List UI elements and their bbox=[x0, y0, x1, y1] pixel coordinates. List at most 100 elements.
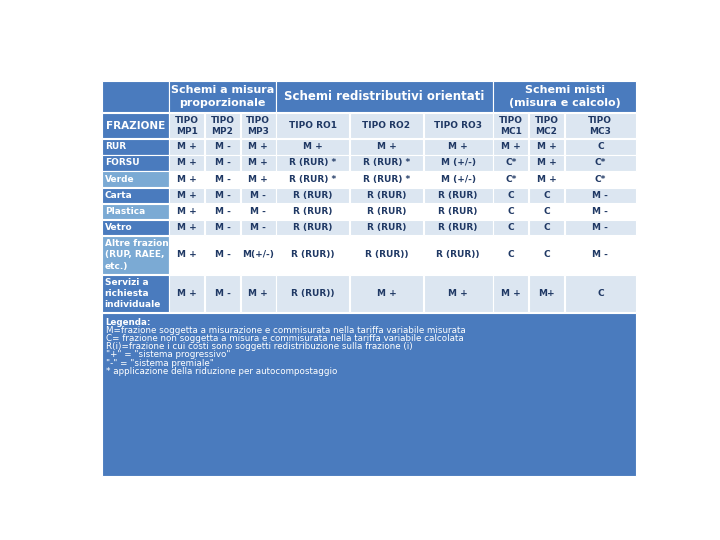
FancyBboxPatch shape bbox=[423, 204, 492, 219]
FancyBboxPatch shape bbox=[240, 113, 276, 138]
Text: M -: M - bbox=[251, 207, 266, 216]
FancyBboxPatch shape bbox=[529, 139, 564, 154]
FancyBboxPatch shape bbox=[423, 220, 492, 235]
Text: C*: C* bbox=[505, 174, 516, 184]
FancyBboxPatch shape bbox=[276, 113, 349, 138]
Text: R (RUR) *: R (RUR) * bbox=[289, 158, 336, 167]
Text: C*: C* bbox=[505, 158, 516, 167]
FancyBboxPatch shape bbox=[240, 171, 276, 187]
FancyBboxPatch shape bbox=[350, 204, 423, 219]
Text: M -: M - bbox=[593, 191, 608, 200]
FancyBboxPatch shape bbox=[240, 187, 276, 203]
FancyBboxPatch shape bbox=[423, 236, 492, 274]
Text: FORSU: FORSU bbox=[104, 158, 140, 167]
Text: C: C bbox=[543, 207, 550, 216]
Text: Plastica: Plastica bbox=[104, 207, 145, 216]
FancyBboxPatch shape bbox=[276, 220, 349, 235]
FancyBboxPatch shape bbox=[276, 171, 349, 187]
Text: M -: M - bbox=[215, 223, 230, 232]
FancyBboxPatch shape bbox=[493, 113, 528, 138]
Text: TIPO RO1: TIPO RO1 bbox=[289, 121, 337, 130]
FancyBboxPatch shape bbox=[423, 113, 492, 138]
FancyBboxPatch shape bbox=[169, 204, 204, 219]
FancyBboxPatch shape bbox=[276, 275, 349, 312]
FancyBboxPatch shape bbox=[529, 236, 564, 274]
Text: C: C bbox=[543, 223, 550, 232]
Text: Servizi a
richiesta
individuale: Servizi a richiesta individuale bbox=[104, 278, 161, 309]
Text: M +: M + bbox=[177, 158, 197, 167]
Text: M -: M - bbox=[215, 158, 230, 167]
Text: C*: C* bbox=[595, 174, 606, 184]
FancyBboxPatch shape bbox=[529, 220, 564, 235]
Text: M +: M + bbox=[377, 289, 396, 298]
FancyBboxPatch shape bbox=[102, 187, 168, 203]
Text: M +: M + bbox=[303, 143, 323, 151]
Text: M +: M + bbox=[177, 143, 197, 151]
Text: FRAZIONE: FRAZIONE bbox=[106, 120, 165, 131]
Text: R (RUR): R (RUR) bbox=[293, 191, 333, 200]
Text: M +: M + bbox=[177, 191, 197, 200]
FancyBboxPatch shape bbox=[205, 187, 240, 203]
Text: M +: M + bbox=[501, 143, 521, 151]
Text: M +: M + bbox=[248, 143, 268, 151]
Text: C: C bbox=[543, 191, 550, 200]
FancyBboxPatch shape bbox=[350, 139, 423, 154]
Text: R (RUR)): R (RUR)) bbox=[291, 251, 335, 260]
Text: M +: M + bbox=[536, 143, 557, 151]
FancyBboxPatch shape bbox=[423, 275, 492, 312]
FancyBboxPatch shape bbox=[205, 220, 240, 235]
FancyBboxPatch shape bbox=[240, 236, 276, 274]
FancyBboxPatch shape bbox=[564, 187, 636, 203]
Text: RUR: RUR bbox=[104, 143, 126, 151]
FancyBboxPatch shape bbox=[205, 275, 240, 312]
Text: M +: M + bbox=[177, 289, 197, 298]
Text: M +: M + bbox=[177, 207, 197, 216]
FancyBboxPatch shape bbox=[350, 113, 423, 138]
FancyBboxPatch shape bbox=[350, 171, 423, 187]
Text: R (RUR) *: R (RUR) * bbox=[289, 174, 336, 184]
Text: "+" = "sistema progressivo": "+" = "sistema progressivo" bbox=[106, 350, 230, 360]
FancyBboxPatch shape bbox=[493, 236, 528, 274]
Text: C: C bbox=[597, 143, 603, 151]
Text: M -: M - bbox=[215, 251, 230, 260]
Text: M +: M + bbox=[501, 289, 521, 298]
Text: R (RUR): R (RUR) bbox=[438, 207, 478, 216]
Text: M -: M - bbox=[593, 223, 608, 232]
FancyBboxPatch shape bbox=[240, 156, 276, 171]
FancyBboxPatch shape bbox=[205, 156, 240, 171]
Text: R (RUR): R (RUR) bbox=[366, 207, 406, 216]
Text: TIPO
MC2: TIPO MC2 bbox=[534, 116, 559, 136]
Text: R (RUR): R (RUR) bbox=[438, 223, 478, 232]
FancyBboxPatch shape bbox=[102, 171, 168, 187]
Text: M +: M + bbox=[248, 174, 268, 184]
Text: M -: M - bbox=[251, 223, 266, 232]
Text: M(+/-): M(+/-) bbox=[242, 251, 274, 260]
FancyBboxPatch shape bbox=[205, 204, 240, 219]
Text: C: C bbox=[508, 207, 514, 216]
FancyBboxPatch shape bbox=[276, 156, 349, 171]
Text: M +: M + bbox=[536, 158, 557, 167]
FancyBboxPatch shape bbox=[276, 236, 349, 274]
Text: TIPO
MP2: TIPO MP2 bbox=[210, 116, 235, 136]
FancyBboxPatch shape bbox=[276, 80, 492, 112]
Text: R (RUR): R (RUR) bbox=[293, 223, 333, 232]
Text: R (RUR): R (RUR) bbox=[293, 207, 333, 216]
Text: M -: M - bbox=[593, 207, 608, 216]
FancyBboxPatch shape bbox=[423, 156, 492, 171]
Text: R (RUR) *: R (RUR) * bbox=[363, 158, 410, 167]
Text: C: C bbox=[543, 251, 550, 260]
Text: C: C bbox=[508, 191, 514, 200]
Text: R (RUR)): R (RUR)) bbox=[291, 289, 335, 298]
FancyBboxPatch shape bbox=[102, 156, 168, 171]
Text: C: C bbox=[508, 251, 514, 260]
Text: Legenda:: Legenda: bbox=[106, 318, 151, 327]
FancyBboxPatch shape bbox=[564, 156, 636, 171]
FancyBboxPatch shape bbox=[240, 204, 276, 219]
FancyBboxPatch shape bbox=[169, 236, 204, 274]
FancyBboxPatch shape bbox=[493, 204, 528, 219]
Text: M -: M - bbox=[215, 289, 230, 298]
FancyBboxPatch shape bbox=[423, 187, 492, 203]
FancyBboxPatch shape bbox=[169, 220, 204, 235]
Text: TIPO RO3: TIPO RO3 bbox=[434, 121, 482, 130]
FancyBboxPatch shape bbox=[564, 220, 636, 235]
